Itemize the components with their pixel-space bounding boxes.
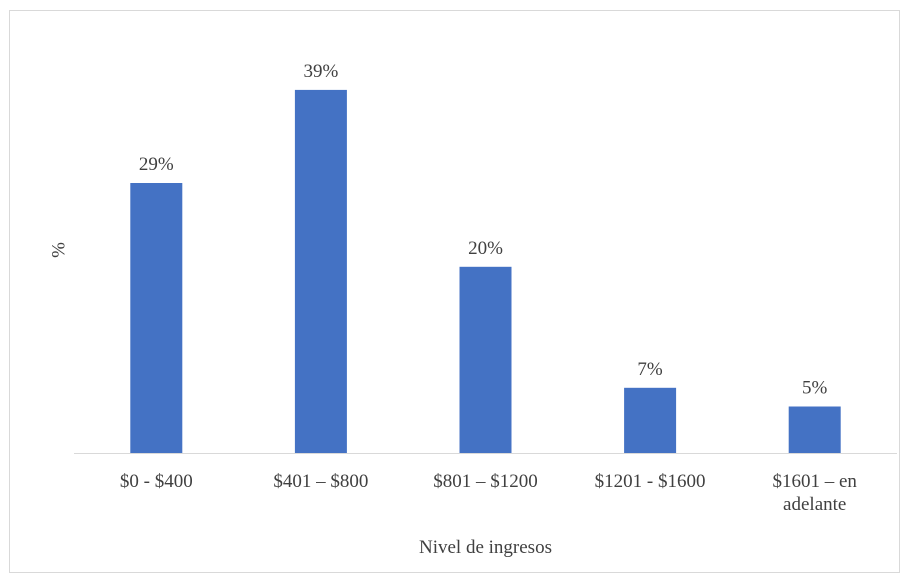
tick-label-3: $801 – $1200	[433, 471, 538, 492]
bars-group	[130, 89, 841, 454]
bar-1	[130, 183, 183, 453]
tick-label-line: $801 – $1200	[433, 471, 538, 492]
data-label-5: 5%	[802, 378, 828, 399]
x-axis-title: Nivel de ingresos	[419, 537, 552, 558]
tick-label-line: $1201 - $1600	[595, 471, 706, 492]
tick-label-2: $401 – $800	[273, 471, 368, 492]
data-label-4: 7%	[637, 359, 663, 380]
tick-label-5: $1601 – en adelante	[772, 471, 857, 515]
data-label-2: 39%	[303, 61, 338, 82]
data-labels-group: 29% 39% 20% 7% 5%	[139, 61, 828, 399]
tick-label-line: adelante	[783, 494, 846, 515]
tick-label-line: $0 - $400	[120, 471, 193, 492]
bar-5	[788, 406, 841, 453]
bar-2	[294, 89, 347, 454]
y-axis-title: %	[48, 242, 69, 258]
bar-3	[459, 266, 512, 453]
tick-labels-group: $0 - $400 $401 – $800 $801 – $1200 $1201 - …	[120, 471, 858, 515]
data-label-3: 20%	[468, 238, 503, 259]
tick-label-line: $1601 – en	[772, 471, 857, 492]
bar-4	[624, 387, 677, 453]
tick-label-line: $401 – $800	[273, 471, 368, 492]
tick-label-1: $0 - $400	[120, 471, 193, 492]
tick-label-4: $1201 - $1600	[595, 471, 706, 492]
data-label-1: 29%	[139, 154, 174, 175]
